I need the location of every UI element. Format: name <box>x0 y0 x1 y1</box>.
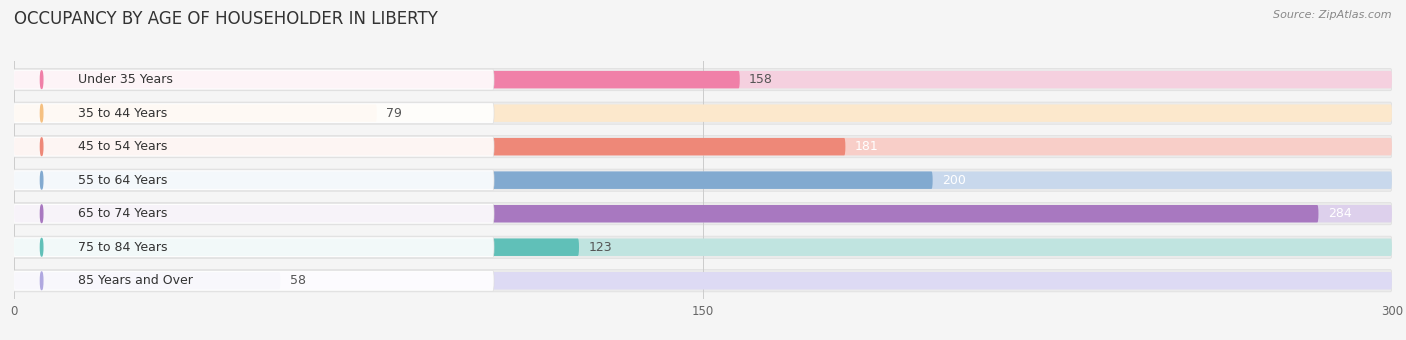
FancyBboxPatch shape <box>14 239 1392 256</box>
Text: 123: 123 <box>588 241 612 254</box>
FancyBboxPatch shape <box>14 205 1319 222</box>
FancyBboxPatch shape <box>14 272 1392 289</box>
Text: 200: 200 <box>942 174 966 187</box>
FancyBboxPatch shape <box>14 69 1392 91</box>
FancyBboxPatch shape <box>14 272 280 289</box>
FancyBboxPatch shape <box>14 236 1392 258</box>
Text: 79: 79 <box>387 107 402 120</box>
FancyBboxPatch shape <box>14 205 1392 222</box>
Text: 85 Years and Over: 85 Years and Over <box>79 274 193 287</box>
FancyBboxPatch shape <box>11 270 494 291</box>
FancyBboxPatch shape <box>14 239 579 256</box>
Text: 158: 158 <box>749 73 773 86</box>
Circle shape <box>41 71 42 88</box>
FancyBboxPatch shape <box>14 71 740 88</box>
Text: 65 to 74 Years: 65 to 74 Years <box>79 207 167 220</box>
FancyBboxPatch shape <box>11 237 494 258</box>
Text: 58: 58 <box>290 274 305 287</box>
Text: Under 35 Years: Under 35 Years <box>79 73 173 86</box>
FancyBboxPatch shape <box>14 104 1392 122</box>
FancyBboxPatch shape <box>14 138 845 155</box>
FancyBboxPatch shape <box>14 169 1392 191</box>
FancyBboxPatch shape <box>14 171 932 189</box>
FancyBboxPatch shape <box>14 104 377 122</box>
FancyBboxPatch shape <box>14 270 1392 292</box>
Circle shape <box>41 171 42 189</box>
Circle shape <box>41 238 42 256</box>
Text: 181: 181 <box>855 140 879 153</box>
Circle shape <box>41 205 42 223</box>
Circle shape <box>41 138 42 155</box>
FancyBboxPatch shape <box>11 103 494 123</box>
FancyBboxPatch shape <box>11 136 494 157</box>
Text: 35 to 44 Years: 35 to 44 Years <box>79 107 167 120</box>
Text: 45 to 54 Years: 45 to 54 Years <box>79 140 167 153</box>
FancyBboxPatch shape <box>11 69 494 90</box>
FancyBboxPatch shape <box>11 170 494 191</box>
Text: Source: ZipAtlas.com: Source: ZipAtlas.com <box>1274 10 1392 20</box>
FancyBboxPatch shape <box>14 102 1392 124</box>
FancyBboxPatch shape <box>14 171 1392 189</box>
FancyBboxPatch shape <box>14 203 1392 225</box>
Text: 284: 284 <box>1327 207 1351 220</box>
Circle shape <box>41 272 42 290</box>
Circle shape <box>41 104 42 122</box>
Text: OCCUPANCY BY AGE OF HOUSEHOLDER IN LIBERTY: OCCUPANCY BY AGE OF HOUSEHOLDER IN LIBER… <box>14 10 437 28</box>
FancyBboxPatch shape <box>11 203 494 224</box>
FancyBboxPatch shape <box>14 138 1392 155</box>
Text: 75 to 84 Years: 75 to 84 Years <box>79 241 167 254</box>
Text: 55 to 64 Years: 55 to 64 Years <box>79 174 167 187</box>
FancyBboxPatch shape <box>14 71 1392 88</box>
FancyBboxPatch shape <box>14 136 1392 158</box>
